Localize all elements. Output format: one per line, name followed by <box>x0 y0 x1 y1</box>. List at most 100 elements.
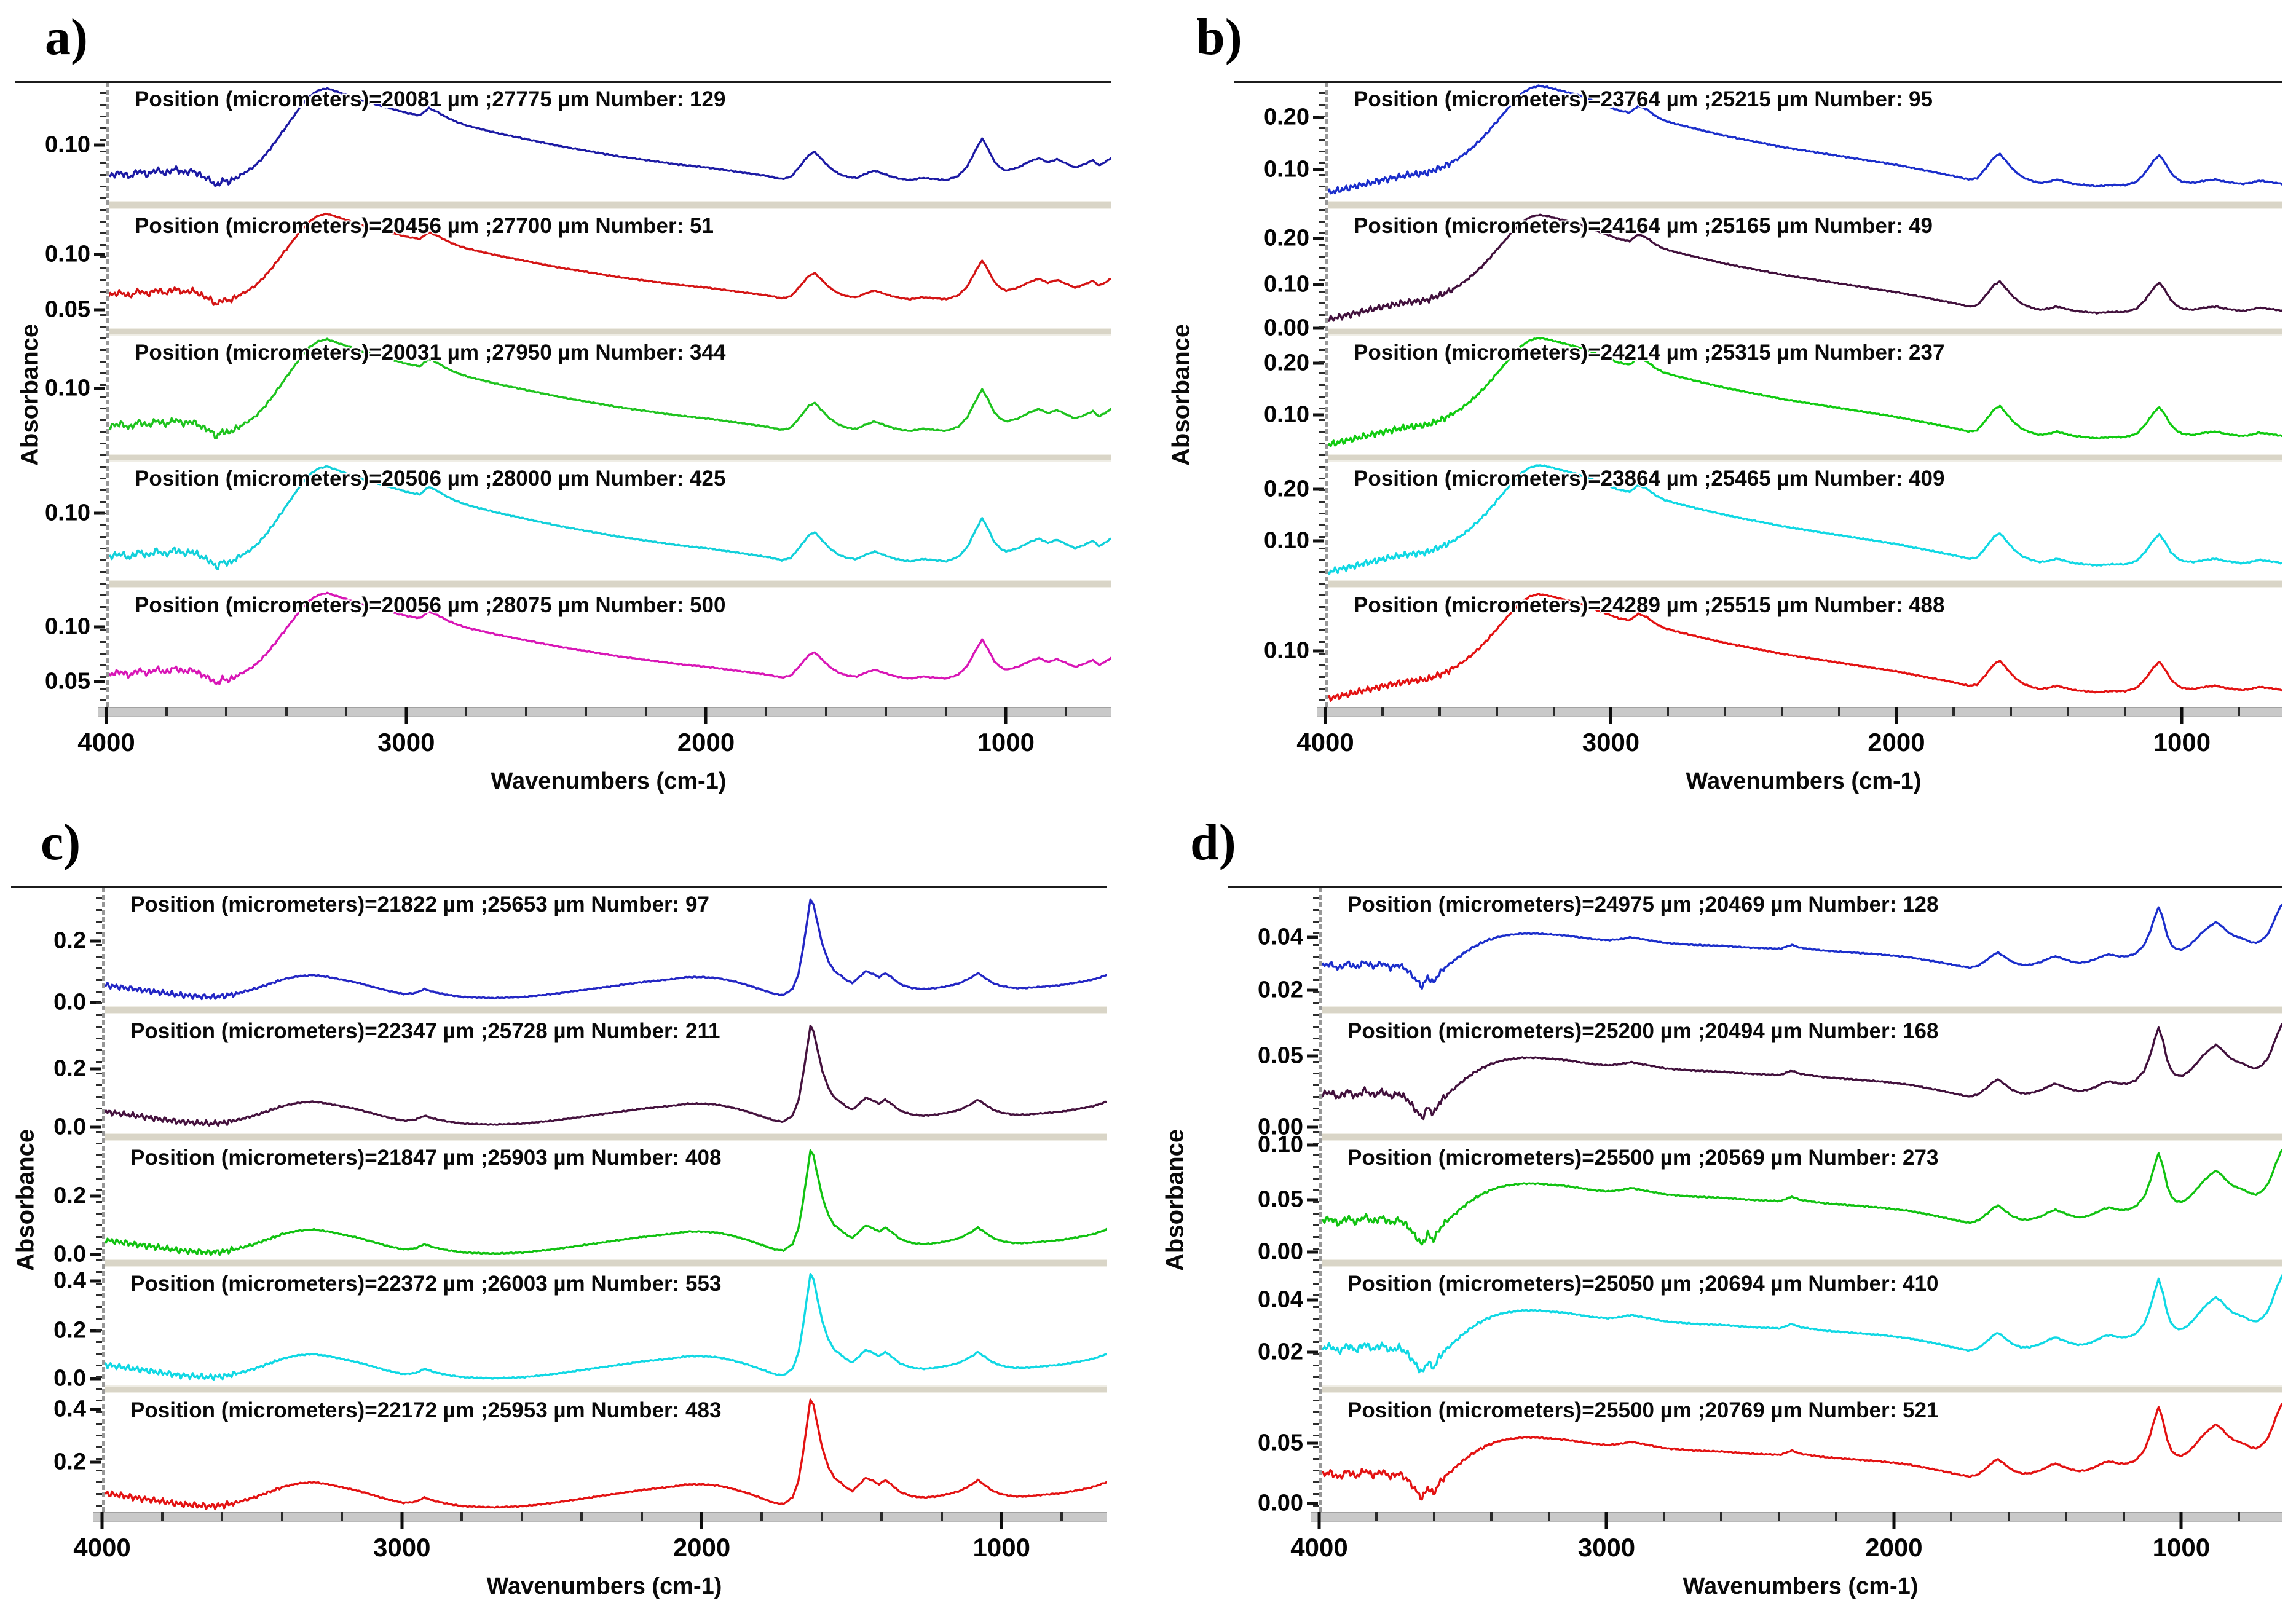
spectrum-curve <box>109 462 1111 580</box>
spectrum-curve <box>105 1141 1107 1259</box>
spectrum-subpanel: Position (micrometers)=20056 µm ;28075 µ… <box>109 588 1111 707</box>
subpanel-divider <box>1322 1132 2282 1141</box>
y-tick-label: 0.02 <box>1258 1339 1303 1365</box>
x-minor-tick <box>1375 1512 1378 1521</box>
x-minor-tick <box>1952 707 1955 716</box>
spectrum-curve <box>1328 588 2282 707</box>
x-axis-bar <box>1317 707 2282 717</box>
y-tick-label: 0.10 <box>1264 401 1309 427</box>
spectrum-subpanel: Position (micrometers)=20031 µm ;27950 µ… <box>109 336 1111 454</box>
y-tick-mark <box>1313 283 1324 286</box>
spectrum-header: Position (micrometers)=24975 µm ;20469 µ… <box>1347 892 1939 916</box>
x-tick-label: 3000 <box>1582 728 1640 757</box>
y-tick-label: 0.0 <box>53 1241 86 1267</box>
x-minor-tick <box>1547 1512 1550 1521</box>
spectrum-header: Position (micrometers)=20081 µm ;27775 µ… <box>135 87 726 111</box>
y-tick-mark <box>1307 1143 1318 1147</box>
y-axis-title: Absorbance <box>1161 1128 1189 1271</box>
y-tick-label: 0.2 <box>53 1317 86 1344</box>
spectra-stack: Position (micrometers)=21822 µm ;25653 µ… <box>11 886 1107 1512</box>
panel-c: c) Absorbance 0.2 0.0 0.2 0.0 0.2 0.0 0.4 0.2 0.… <box>11 813 1111 1611</box>
y-tick-label: 0.10 <box>1258 1132 1303 1158</box>
x-major-tick <box>2179 1512 2183 1529</box>
y-tick-label: 0.10 <box>45 132 90 158</box>
y-tick-label: 0.0 <box>53 1114 86 1140</box>
x-minor-tick <box>1950 1512 1953 1521</box>
y-axis-title: Absorbance <box>16 323 44 466</box>
spectrum-header: Position (micrometers)=20456 µm ;27700 µ… <box>135 213 714 238</box>
y-axis-ticks: 0.2 0.0 0.2 0.0 0.2 0.0 0.4 0.2 0.0 0.4 0.2 <box>41 888 102 1512</box>
y-tick-mark <box>90 1279 101 1283</box>
panel-d: d) Absorbance 0.04 0.02 0.05 0.00 0.10 0.05 0.… <box>1161 813 2287 1611</box>
y-tick-mark <box>1307 935 1318 939</box>
y-tick-mark <box>1313 413 1324 416</box>
subpanel-divider <box>109 200 1111 209</box>
spectrum-subpanel: Position (micrometers)=25200 µm ;20494 µ… <box>1322 1014 2282 1133</box>
x-axis: Wavenumbers (cm-1) 4000 3000 2000 1000 <box>77 707 1111 804</box>
y-tick-label: 0.05 <box>1258 1042 1303 1069</box>
plot-top-border <box>1228 886 2282 888</box>
y-tick-mark <box>94 143 105 147</box>
spectrum-header: Position (micrometers)=22172 µm ;25953 µ… <box>130 1398 722 1423</box>
subpanel-divider <box>1328 200 2282 209</box>
x-major-tick <box>1324 707 1327 724</box>
x-minor-tick <box>1552 707 1555 716</box>
panel-c-plot-grid: Absorbance 0.2 0.0 0.2 0.0 0.2 0.0 0.4 0.2 0.0 0.… <box>11 886 1107 1609</box>
y-tick-label: 0.10 <box>45 613 90 640</box>
spectrum-subpanel: Position (micrometers)=20456 µm ;27700 µ… <box>109 209 1111 328</box>
spectrum-header: Position (micrometers)=25500 µm ;20769 µ… <box>1347 1398 1939 1423</box>
spectrum-subpanel: Position (micrometers)=23864 µm ;25465 µ… <box>1328 462 2282 580</box>
x-minor-tick <box>824 707 827 716</box>
x-minor-tick <box>885 707 888 716</box>
subpanel-divider <box>105 1006 1107 1014</box>
panel-b-label: b) <box>1196 9 1242 66</box>
y-tick-label: 0.0 <box>53 1365 86 1392</box>
panel-a-plot-grid: Absorbance 0.10 0.10 0.05 0.10 0.10 0.10 0.05 … <box>15 81 1111 804</box>
spectrum-curve <box>1322 1014 2282 1133</box>
x-axis-title: Wavenumbers (cm-1) <box>1686 768 1922 794</box>
y-tick-label: 0.2 <box>53 1183 86 1209</box>
y-tick-label: 0.05 <box>1258 1186 1303 1213</box>
y-tick-label: 0.10 <box>1264 156 1309 183</box>
x-major-tick <box>1000 1512 1003 1529</box>
spectrum-header: Position (micrometers)=22347 µm ;25728 µ… <box>130 1018 720 1043</box>
y-tick-mark <box>90 1329 101 1333</box>
y-tick-mark <box>1313 649 1324 653</box>
x-tick-label: 2000 <box>1865 1533 1923 1562</box>
spectrum-curve <box>1328 336 2282 454</box>
spectrum-subpanel: Position (micrometers)=22172 µm ;25953 µ… <box>105 1393 1107 1512</box>
y-tick-mark <box>90 939 101 943</box>
x-tick-label: 2000 <box>677 728 735 757</box>
y-tick-mark <box>1313 237 1324 240</box>
y-tick-label: 0.05 <box>45 668 90 695</box>
y-tick-label: 0.00 <box>1264 315 1309 341</box>
x-minor-tick <box>160 1512 164 1521</box>
spectrum-header: Position (micrometers)=24289 µm ;25515 µ… <box>1354 593 1945 618</box>
y-tick-label: 0.04 <box>1258 924 1303 950</box>
spectrum-subpanel: Position (micrometers)=24164 µm ;25165 µ… <box>1328 209 2282 328</box>
y-tick-mark <box>94 387 105 390</box>
x-minor-tick <box>1381 707 1384 716</box>
x-minor-tick <box>1495 707 1498 716</box>
spectrum-curve <box>105 1014 1107 1133</box>
y-tick-mark <box>1307 1502 1318 1505</box>
x-minor-tick <box>1064 707 1067 716</box>
spectrum-subpanel: Position (micrometers)=21822 µm ;25653 µ… <box>105 888 1107 1006</box>
x-axis: Wavenumbers (cm-1) 4000 3000 2000 1000 <box>1296 707 2282 804</box>
y-tick-label: 0.04 <box>1258 1286 1303 1313</box>
x-minor-tick <box>1060 1512 1063 1521</box>
x-minor-tick <box>765 707 768 716</box>
y-tick-mark <box>1307 1125 1318 1129</box>
y-tick-mark <box>1313 539 1324 543</box>
subpanel-divider <box>1328 454 2282 462</box>
y-tick-mark <box>1313 326 1324 330</box>
spectrum-header: Position (micrometers)=24214 µm ;25315 µ… <box>1354 340 1945 364</box>
x-minor-tick <box>465 707 468 716</box>
panel-b: b) Absorbance 0.20 0.10 0.20 0.10 0.00 0.20 0.… <box>1167 7 2287 806</box>
x-minor-tick <box>2066 707 2069 716</box>
subpanel-divider <box>1328 580 2282 589</box>
y-axis-ticks: 0.10 0.10 0.05 0.10 0.10 0.10 0.05 <box>45 82 106 707</box>
spectrum-curve <box>1322 888 2282 1006</box>
y-tick-label: 0.10 <box>1264 271 1309 297</box>
spectrum-curve <box>1322 1393 2282 1512</box>
